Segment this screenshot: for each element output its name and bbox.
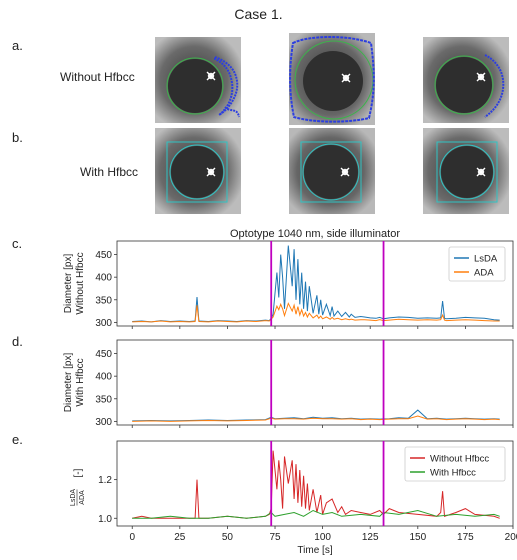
roi-box-icon bbox=[300, 141, 362, 203]
glint-icon bbox=[341, 73, 351, 83]
eye-image-b3 bbox=[423, 128, 509, 214]
y-tick-label: 300 bbox=[95, 417, 112, 428]
y-tick-label: 350 bbox=[95, 394, 112, 405]
series-line-ada bbox=[132, 302, 500, 323]
legend-label: ADA bbox=[474, 268, 494, 279]
pupil-fit-circle bbox=[434, 55, 494, 115]
plot-frame bbox=[116, 339, 514, 426]
noise-contour bbox=[484, 54, 505, 118]
x-tick-label: 25 bbox=[174, 532, 186, 543]
panel-letter-a: a. bbox=[12, 38, 23, 53]
y-tick-label: 1.0 bbox=[98, 514, 112, 525]
y-axis-label-unit: [-] bbox=[73, 468, 84, 477]
x-tick-label: 100 bbox=[314, 532, 331, 543]
y-axis-label: Without Hfbcc bbox=[75, 252, 86, 314]
legend-label: Without Hfbcc bbox=[430, 454, 489, 465]
y-tick-label: 450 bbox=[95, 250, 112, 261]
noise-contour bbox=[289, 36, 375, 123]
y-axis-label-numerator: LsDA bbox=[70, 489, 77, 506]
panel-letter-b: b. bbox=[12, 130, 23, 145]
eye-image-b1 bbox=[155, 128, 241, 214]
x-tick-label: 175 bbox=[457, 532, 474, 543]
y-axis-label: Diameter [px] bbox=[63, 254, 74, 314]
glint-icon bbox=[206, 71, 216, 81]
eye-image-a3 bbox=[423, 37, 509, 123]
x-tick-label: 75 bbox=[269, 532, 281, 543]
row-label-with-hfbcc: With Hfbcc bbox=[80, 165, 139, 179]
y-tick-label: 450 bbox=[95, 349, 112, 360]
pupil-fit-circle bbox=[302, 143, 360, 201]
plot-frame bbox=[116, 240, 514, 327]
y-tick-label: 300 bbox=[95, 318, 112, 329]
legend-box bbox=[404, 446, 506, 482]
row-label-without-hfbcc: Without Hfbcc bbox=[60, 70, 135, 84]
y-tick-label: 400 bbox=[95, 273, 112, 284]
glint-icon bbox=[476, 72, 486, 82]
pupil-fit-circle bbox=[439, 144, 495, 200]
series-line-with-hfbcc bbox=[132, 509, 500, 519]
case-title: Case 1. bbox=[234, 6, 283, 22]
y-tick-label: 400 bbox=[95, 372, 112, 383]
panel-letter-c: c. bbox=[12, 236, 23, 251]
eye-image-b2 bbox=[289, 128, 375, 214]
eye-image-a2 bbox=[289, 33, 375, 125]
x-tick-label: 125 bbox=[362, 532, 379, 543]
y-axis-label-denominator: ADA bbox=[79, 490, 86, 505]
glint-icon bbox=[340, 167, 350, 177]
glint-icon bbox=[476, 167, 486, 177]
x-tick-label: 50 bbox=[222, 532, 234, 543]
roi-box-icon bbox=[166, 141, 228, 203]
pupil-fit-circle bbox=[166, 57, 224, 115]
x-tick-label: 200 bbox=[505, 532, 517, 543]
chart-panel-0: Optotype 1040 nm, side illuminator 300 350… bbox=[63, 228, 514, 329]
glint-icon bbox=[206, 167, 216, 177]
y-axis-label: Diameter [px] bbox=[63, 353, 74, 413]
x-tick-label: 0 bbox=[129, 532, 135, 543]
roi-box-icon bbox=[436, 141, 498, 203]
y-axis-label: With Hfbcc bbox=[75, 358, 86, 406]
eye-image-a1 bbox=[155, 37, 241, 123]
x-axis-label: Time [s] bbox=[297, 545, 332, 556]
y-axis-label: LsDA ADA [-] bbox=[70, 468, 86, 506]
chart-title: Optotype 1040 nm, side illuminator bbox=[230, 228, 400, 240]
panel-letter-d: d. bbox=[12, 334, 23, 349]
noise-contour bbox=[214, 55, 239, 116]
x-tick-label: 150 bbox=[409, 532, 426, 543]
chart-panel-1: 300 350 400 450 Diameter [px] With Hfbcc bbox=[63, 339, 514, 428]
legend-label: With Hfbcc bbox=[430, 468, 476, 479]
pupil-fit-circle bbox=[169, 144, 225, 200]
series-line-ada bbox=[132, 415, 500, 422]
legend-label: LsDA bbox=[474, 254, 498, 265]
y-tick-label: 350 bbox=[95, 295, 112, 306]
panel-letter-e: e. bbox=[12, 432, 23, 447]
y-tick-label: 1.2 bbox=[98, 475, 112, 486]
